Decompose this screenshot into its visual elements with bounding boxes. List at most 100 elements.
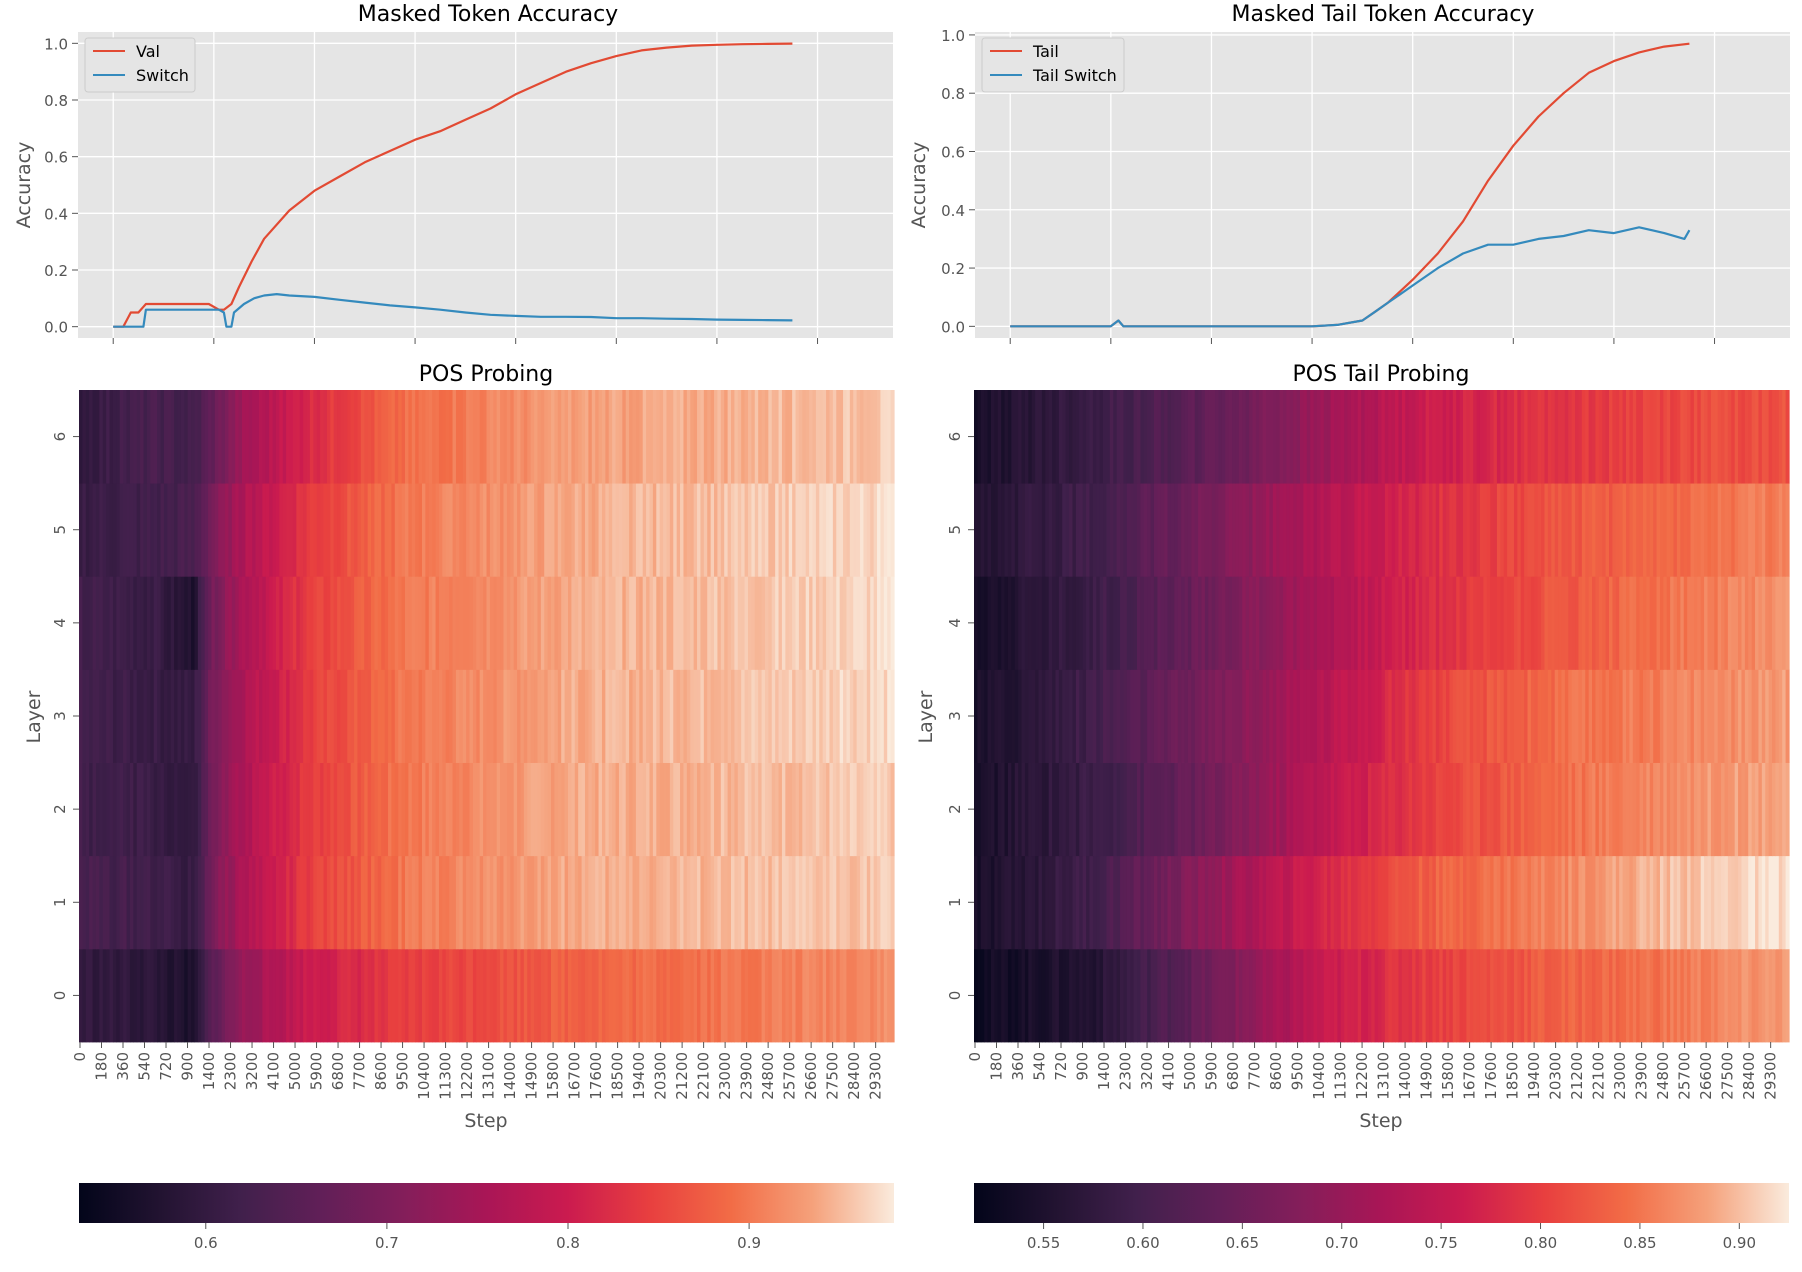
heatmap-cell [1371,855,1376,950]
heatmap-cell [1286,669,1291,763]
heatmap-cell [1517,483,1522,577]
heatmap-cell [880,576,885,670]
heatmap-cell [877,390,882,484]
heatmap-cell [1249,948,1254,1043]
heatmap-cell [1198,855,1203,950]
heatmap-cell [343,669,348,763]
heatmap-cell [364,948,369,1043]
heatmap-cell [710,483,715,577]
heatmap-cell [1137,483,1141,577]
heatmap-cell [354,762,359,857]
heatmap-cell [381,669,386,763]
heatmap-cell [1286,576,1291,670]
heatmap-cell [1109,762,1114,857]
heatmap-cell [819,762,824,857]
heatmap-cell [1690,669,1695,763]
heatmap-cell [1714,948,1719,1043]
heatmap-cell [1381,576,1386,670]
heatmap-cell [496,855,501,950]
heatmap-cell [1310,669,1315,763]
heatmap-cell [326,576,331,670]
heatmap-cell [863,762,868,857]
heatmap-cell [1089,669,1094,763]
heatmap-cell [1391,948,1396,1043]
heatmap-cell [601,855,606,950]
heatmap-cell [1103,855,1108,950]
heatmap-cell [557,390,562,484]
heatmap-cell [1242,669,1247,763]
heatmap-cell [1510,483,1515,577]
heatmap-cell [1133,948,1138,1043]
heatmap-cell [496,576,501,670]
heatmap-cell [282,576,287,670]
heatmap-cell [754,483,759,577]
heatmap-cell [112,669,117,763]
heatmap-cell [245,762,250,857]
heatmap-cell [747,948,752,1043]
y-tick-label: 2 [946,804,964,814]
heatmap-cell [877,669,882,763]
heatmap-cell [781,669,786,763]
heatmap-cell [483,576,488,670]
heatmap-cell [1191,762,1196,857]
heatmap-cell [377,483,382,577]
heatmap-cell [1513,576,1518,670]
heatmap-cell [1384,948,1389,1043]
heatmap-cell [408,483,413,577]
heatmap-cell [595,483,600,577]
heatmap-cell [119,483,124,577]
heatmap-cell [1276,669,1281,763]
heatmap-cell [1619,669,1624,763]
heatmap-cell [432,483,437,577]
heatmap-cell [1666,948,1671,1043]
heatmap-cell [564,576,569,670]
heatmap-cell [639,669,644,763]
heatmap-cell [1344,669,1349,763]
heatmap-cell [398,762,403,857]
heatmap-cell [160,762,165,857]
heatmap-cell [411,483,416,577]
heatmap-cell [751,669,756,763]
heatmap-cell [608,762,613,857]
heatmap-cell [751,483,756,577]
heatmap-cell [418,855,423,950]
heatmap-cell [143,576,148,670]
heatmap-cell [1690,948,1695,1043]
heatmap-cell [1014,762,1019,857]
heatmap-cell [1116,855,1121,950]
heatmap-cell [710,390,715,484]
heatmap-cell [540,948,545,1043]
heatmap-cell [1602,483,1607,577]
heatmap-cell [102,762,107,857]
x-tick-label: 1400 [200,1052,218,1090]
heatmap-cell [1405,576,1410,670]
heatmap-cell [693,855,698,950]
heatmap-cell [1734,855,1739,950]
heatmap-cell [826,390,831,484]
heatmap-cell [1449,855,1454,950]
heatmap-cell [1130,390,1135,484]
heatmap-cell [1313,855,1318,950]
heatmap-cell [1143,762,1148,857]
heatmap-cell [880,669,885,763]
heatmap-cell [415,483,420,577]
heatmap-cell [381,390,386,484]
heatmap-cell [571,948,576,1043]
heatmap-cell [669,669,674,763]
heatmap-cell [747,855,752,950]
heatmap-cell [449,390,454,484]
heatmap-cell [112,576,117,670]
heatmap-cell [1398,762,1403,857]
heatmap-cell [1065,576,1070,670]
heatmap-cell [832,762,837,857]
heatmap-cell [1626,390,1630,484]
heatmap-cell [1181,576,1186,670]
heatmap-cell [1238,948,1243,1043]
heatmap-cell [1106,576,1111,670]
heatmap-cell [527,483,532,577]
heatmap-cell [1653,483,1658,577]
heatmap-cell [1361,576,1366,670]
heatmap-cell [1717,855,1722,950]
heatmap-cell [1194,762,1199,857]
heatmap-cell [1507,390,1512,484]
